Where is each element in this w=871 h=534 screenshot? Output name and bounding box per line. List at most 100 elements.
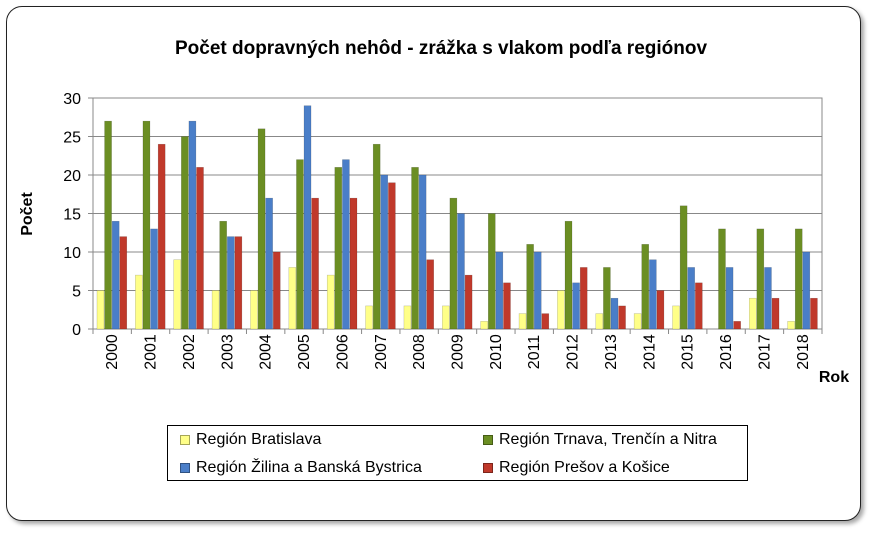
bar [733, 321, 741, 330]
x-tick-label: 2002 [181, 334, 198, 370]
bar [250, 290, 258, 330]
bar [449, 197, 458, 330]
bar [787, 321, 795, 330]
bar [794, 228, 803, 330]
y-tick-label: 15 [63, 207, 81, 224]
legend-item-trnava: Región Trnava, Trenčín a Nitra [483, 426, 761, 454]
bar [564, 220, 573, 330]
x-tick-label: 2011 [526, 335, 543, 370]
bar [326, 274, 335, 330]
bar [388, 182, 396, 330]
bar [234, 236, 243, 330]
bar [150, 228, 158, 330]
bar [488, 213, 496, 330]
bar [219, 220, 227, 330]
x-tick-label: 2003 [219, 334, 236, 370]
legend-item-zilina: Región Žilina a Banská Bystrica [180, 454, 483, 482]
bar [679, 205, 688, 330]
x-tick-label: 2005 [296, 334, 313, 370]
bar [572, 282, 580, 330]
bar [725, 267, 734, 330]
bar [518, 313, 527, 330]
plot-area: 0 5 10 15 20 25 30 2000 2001 2002 2003 2004 2005 2006… [63, 91, 823, 370]
bar [442, 305, 450, 330]
bar [603, 267, 611, 330]
bar [342, 159, 350, 330]
y-tick-label: 0 [72, 322, 81, 339]
bar [756, 228, 765, 330]
x-tick-label: 2007 [373, 334, 390, 370]
x-tick-label: 2000 [104, 334, 121, 370]
bar [96, 290, 105, 330]
y-axis-label: Počet [19, 192, 36, 236]
bar [181, 136, 189, 330]
y-tick-label: 5 [72, 284, 81, 301]
bar [695, 282, 703, 330]
legend: Región Bratislava Región Trnava, Trenčín… [167, 425, 748, 481]
x-tick-label: 2009 [450, 334, 467, 370]
y-tick-label: 20 [63, 168, 81, 185]
bar [557, 290, 565, 330]
bar [610, 297, 619, 330]
bar [227, 236, 235, 330]
legend-label-presov: Región Prešov a Košice [499, 459, 670, 476]
bar [157, 143, 166, 330]
legend-swatch-presov [483, 463, 493, 473]
y-tick-label: 25 [63, 130, 81, 147]
bar [457, 213, 465, 330]
bar [411, 167, 419, 330]
legend-item-bratislava: Región Bratislava [180, 426, 483, 454]
x-tick-label: 2014 [641, 334, 658, 370]
bar [541, 313, 550, 330]
x-tick-label: 2012 [565, 334, 582, 370]
bar [641, 244, 649, 330]
bar [288, 267, 297, 330]
legend-item-presov: Región Prešov a Košice [483, 454, 761, 482]
bar [365, 305, 373, 330]
bar [188, 120, 197, 330]
legend-label-bratislava: Región Bratislava [196, 431, 322, 448]
bar [372, 143, 381, 330]
bar [748, 297, 757, 330]
bar [480, 321, 488, 330]
bar [257, 128, 266, 330]
legend-swatch-trnava [483, 435, 493, 445]
bar [656, 290, 665, 330]
x-tick-label: 2017 [756, 334, 773, 370]
bar [771, 297, 780, 330]
bar [533, 251, 542, 330]
y-tick-label: 10 [63, 245, 81, 262]
bar [495, 251, 504, 330]
x-axis-label: Rok [819, 369, 849, 386]
bar [311, 197, 319, 330]
bar [142, 120, 151, 330]
bar [579, 267, 588, 330]
bar [672, 305, 680, 330]
bar [802, 251, 811, 330]
x-tick-label: 2015 [680, 334, 697, 370]
bar [418, 174, 427, 330]
bar [334, 167, 343, 330]
bar [649, 259, 657, 330]
bar [526, 244, 534, 330]
bar [265, 197, 273, 330]
x-tick-label: 2010 [488, 334, 505, 370]
bar [273, 251, 281, 330]
x-tick-label: 2001 [143, 334, 160, 370]
bar [135, 274, 143, 330]
bar [503, 282, 511, 330]
bar [464, 274, 473, 330]
bar [618, 305, 626, 330]
bar [296, 159, 304, 330]
chart-title: Počet dopravných nehôd - zrážka s vlakom… [175, 38, 707, 59]
bar [764, 267, 772, 330]
legend-label-zilina: Región Žilina a Banská Bystrica [196, 459, 422, 476]
bar [211, 290, 220, 330]
bar [687, 267, 695, 330]
bar [810, 297, 818, 330]
legend-swatch-zilina [180, 463, 190, 473]
bar [426, 259, 434, 330]
legend-swatch-bratislava [180, 435, 190, 445]
legend-label-trnava: Región Trnava, Trenčín a Nitra [499, 431, 717, 448]
